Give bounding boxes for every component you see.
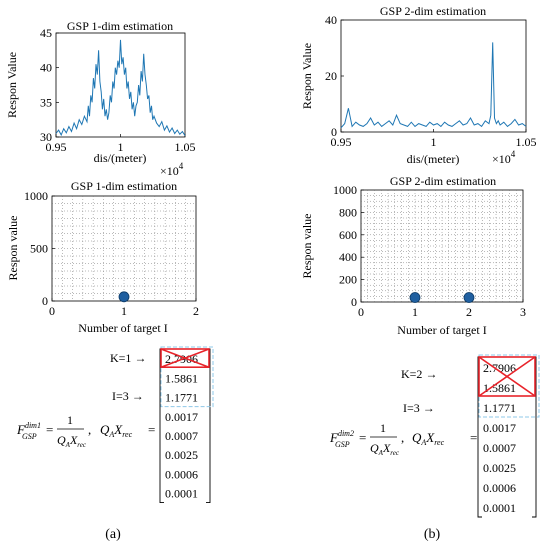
- chart-a-line-exponent: ×104: [160, 161, 184, 178]
- chart-a-scatter: GSP 1-dim estimation Respon value Number…: [6, 179, 199, 335]
- chart-a-line-ytick-label: 45: [40, 26, 52, 40]
- chart-a-scatter-xtick-label: 1: [121, 304, 127, 318]
- chart-b-line-ytick-label: 0: [331, 125, 337, 139]
- vector-a-cross-box: [160, 348, 210, 369]
- i-label-a: I=3 →: [112, 389, 144, 403]
- vector-a-cross-line: [160, 348, 210, 368]
- chart-b-scatter-ytick-label: 1000: [333, 183, 357, 197]
- chart-b-line-ylabel: Respon Value: [300, 43, 314, 109]
- formula-b-eq: =: [359, 430, 366, 445]
- chart-a-scatter-ytick-label: 1000: [24, 189, 48, 203]
- chart-b-scatter-ytick-label: 800: [339, 205, 357, 219]
- formula-a-comma: ,: [88, 422, 91, 437]
- chart-b-scatter-ytick-label: 200: [339, 273, 357, 287]
- vector-a-value: 0.0007: [165, 429, 198, 443]
- chart-a-scatter-ytick-label: 500: [30, 242, 48, 256]
- chart-a-scatter-ytick-label: 0: [42, 294, 48, 308]
- vector-a-value: 1.5861: [165, 371, 198, 385]
- chart-b-scatter: GSP 2-dim estimation Respon value Number…: [300, 174, 526, 337]
- chart-a-line-title: GSP 1-dim estimation: [67, 19, 173, 33]
- vector-b: 2.7906 1.5861 1.1771 0.0017 0.0007 0.0025 0.00…: [477, 354, 540, 518]
- formula-b-rhs-eq: =: [470, 430, 477, 445]
- vector-b-value: 0.0001: [483, 501, 516, 515]
- formula-b-comma: ,: [401, 430, 404, 445]
- chart-b-line-ytick-label: 40: [325, 13, 337, 27]
- chart-b-line-xtick-label: 0.95: [331, 135, 352, 149]
- formula-b: K=2 → I=3 → Fdim2 GSP = 1 QAXrec , QAXrec…: [329, 367, 477, 457]
- formula-a-den: QAXrec: [57, 433, 87, 449]
- vector-a-value: 0.0017: [165, 410, 198, 424]
- chart-a-line-xtick-label: 1.05: [175, 140, 196, 154]
- vector-a-value: 0.0006: [165, 467, 198, 481]
- k-label-a: K=1 →: [110, 351, 146, 365]
- chart-b-line-exponent: ×104: [492, 149, 516, 166]
- vector-b-cross-line: [478, 356, 536, 397]
- i-label-b: I=3 →: [403, 401, 435, 415]
- chart-b-line-series-line: [340, 42, 527, 129]
- vector-a-value: 1.1771: [165, 391, 198, 405]
- chart-b-scatter-point: [409, 292, 421, 303]
- chart-a-line-ytick-label: 30: [40, 130, 52, 144]
- chart-b-scatter-xtick-label: 3: [520, 305, 526, 319]
- formula-a-num: 1: [67, 413, 73, 427]
- vector-b-value: 2.7906: [483, 361, 516, 375]
- chart-a-scatter-xlabel: Number of target I: [78, 321, 167, 335]
- chart-b-line-xtick-label: 1.05: [516, 135, 537, 149]
- vector-a-value: 0.0001: [165, 487, 198, 501]
- chart-b-line-xtick-label: 1: [431, 135, 437, 149]
- formula-b-rhs: QAXrec: [412, 430, 445, 447]
- vector-b-value: 1.5861: [483, 381, 516, 395]
- chart-b-scatter-ytick-label: 0: [351, 295, 357, 309]
- chart-b-scatter-xlabel: Number of target I: [397, 323, 486, 337]
- vector-a-highlight-box: [160, 346, 214, 408]
- chart-a-line-xtick-label: 0.95: [46, 140, 67, 154]
- chart-a-line-ylabel: Respon Value: [5, 52, 19, 118]
- vector-b-value: 0.0006: [483, 481, 516, 495]
- chart-b-scatter-title: GSP 2-dim estimation: [390, 174, 496, 188]
- chart-b-scatter-ytick-label: 600: [339, 228, 357, 242]
- chart-a-scatter-xtick-label: 0: [49, 304, 55, 318]
- formula-b-lhs: Fdim2 GSP: [329, 429, 354, 449]
- vector-b-value: 0.0025: [483, 461, 516, 475]
- chart-b-line-ytick-label: 20: [325, 69, 337, 83]
- formula-b-num: 1: [380, 421, 386, 435]
- vector-a: 2.79061.58611.17710.00170.00070.00250.00…: [159, 346, 214, 504]
- chart-a-scatter-xtick-label: 2: [193, 304, 199, 318]
- chart-b-line: GSP 2-dim estimation Respon Value dis/(m…: [300, 4, 537, 166]
- chart-b-scatter-ytick-label: 400: [339, 250, 357, 264]
- caption-a: (a): [105, 527, 121, 542]
- formula-b-den: QAXrec: [370, 441, 400, 457]
- vector-a-value: 0.0025: [165, 448, 198, 462]
- vector-b-value: 0.0017: [483, 421, 516, 435]
- chart-b-scatter-point: [463, 292, 475, 303]
- chart-a-scatter-title: GSP 1-dim estimation: [71, 179, 177, 193]
- chart-a-scatter-point: [118, 291, 130, 303]
- chart-a-line-xlabel: dis/(meter): [94, 151, 147, 165]
- formula-a-lhs: Fdim1 GSP: [16, 421, 41, 441]
- vector-b-value: 1.1771: [483, 401, 516, 415]
- chart-a-line-xtick-label: 1: [118, 140, 124, 154]
- formula-a-rhs: QAXrec: [100, 422, 133, 439]
- chart-a-line: GSP 1-dim estimation Respon Value dis/(m…: [5, 19, 196, 178]
- chart-b-line-xlabel: dis/(meter): [407, 152, 460, 166]
- chart-b-scatter-xtick-label: 1: [412, 305, 418, 319]
- chart-b-scatter-ylabel: Respon value: [300, 214, 314, 279]
- formula-a: K=1 → I=3 → Fdim1 GSP = 1 QAXrec , QAXrec…: [16, 351, 155, 449]
- k-label-b: K=2 →: [401, 367, 437, 381]
- chart-a-line-ytick-label: 40: [40, 61, 52, 75]
- chart-b-line-title: GSP 2-dim estimation: [380, 4, 486, 18]
- formula-a-eq: =: [46, 422, 53, 437]
- formula-a-rhs-eq: =: [148, 422, 155, 437]
- vector-b-cross-box: [478, 356, 536, 397]
- chart-a-scatter-ylabel: Respon value: [6, 216, 20, 281]
- chart-a-line-series-line: [55, 39, 186, 137]
- chart-b-scatter-xtick-label: 0: [358, 305, 364, 319]
- chart-b-scatter-xtick-label: 2: [466, 305, 472, 319]
- vector-a-bracket-right: [206, 348, 211, 504]
- chart-a-line-ytick-label: 35: [40, 95, 52, 109]
- caption-b: (b): [424, 527, 441, 542]
- vector-b-value: 0.0007: [483, 441, 516, 455]
